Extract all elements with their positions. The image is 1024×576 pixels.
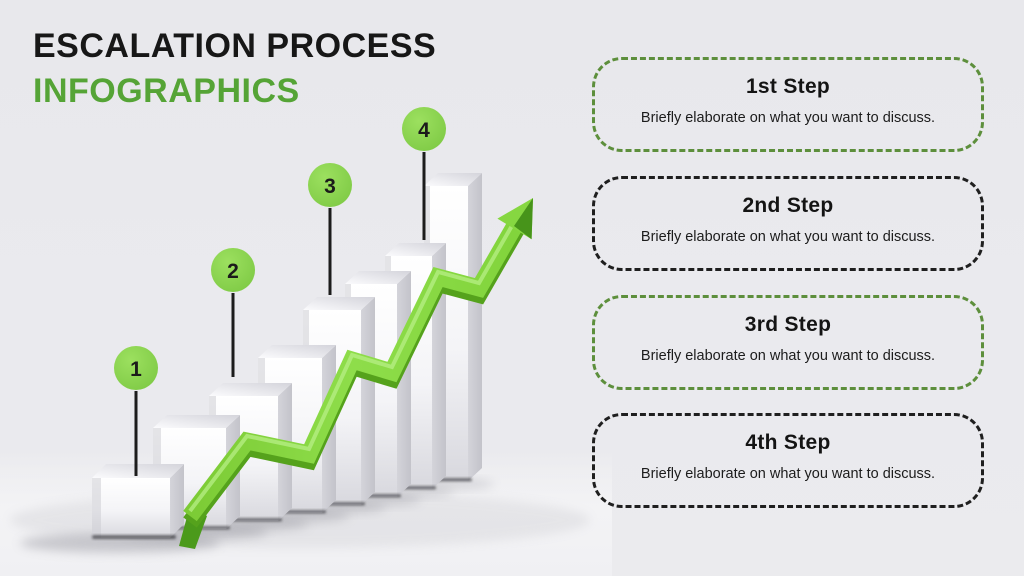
step-card-2-title: 2nd Step [742, 194, 834, 217]
marker-4: 4 [402, 107, 446, 240]
step-card-4: 4th Step Briefly elaborate on what you w… [592, 413, 984, 508]
marker-3-circle [308, 163, 352, 207]
trend-arrow-head-shade [514, 198, 533, 240]
marker-2: 2 [211, 248, 255, 377]
page-title: ESCALATION PROCESS INFOGRAPHICS [33, 24, 436, 114]
step-card-1: 1st Step Briefly elaborate on what you w… [592, 57, 984, 152]
marker-4-label: 4 [418, 119, 430, 142]
step-card-4-title: 4th Step [745, 431, 831, 454]
marker-2-circle [211, 248, 255, 292]
escalation-bar-chart: 1 2 3 4 [0, 107, 612, 576]
marker-1-label: 1 [130, 358, 142, 381]
trend-arrow [179, 198, 533, 549]
step-card-2: 2nd Step Briefly elaborate on what you w… [592, 176, 984, 271]
marker-1: 1 [114, 346, 158, 476]
step-card-3-title: 3rd Step [744, 313, 832, 336]
step-card-4-description: Briefly elaborate on what you want to di… [640, 466, 936, 482]
marker-2-label: 2 [227, 260, 239, 283]
marker-1-circle [114, 346, 158, 390]
step-card-2-description: Briefly elaborate on what you want to di… [640, 229, 936, 245]
step-card-1-description: Briefly elaborate on what you want to di… [640, 110, 936, 126]
page-title-line1: ESCALATION PROCESS [33, 27, 437, 65]
marker-4-circle [402, 107, 446, 151]
step-card-3-description: Briefly elaborate on what you want to di… [640, 348, 936, 364]
step-card-1-title: 1st Step [745, 75, 831, 98]
bar-1 [92, 464, 184, 539]
page-title-line2: INFOGRAPHICS [33, 72, 300, 110]
step-card-3: 3rd Step Briefly elaborate on what you w… [592, 295, 984, 390]
marker-3-label: 3 [324, 175, 336, 198]
marker-3: 3 [308, 163, 352, 295]
